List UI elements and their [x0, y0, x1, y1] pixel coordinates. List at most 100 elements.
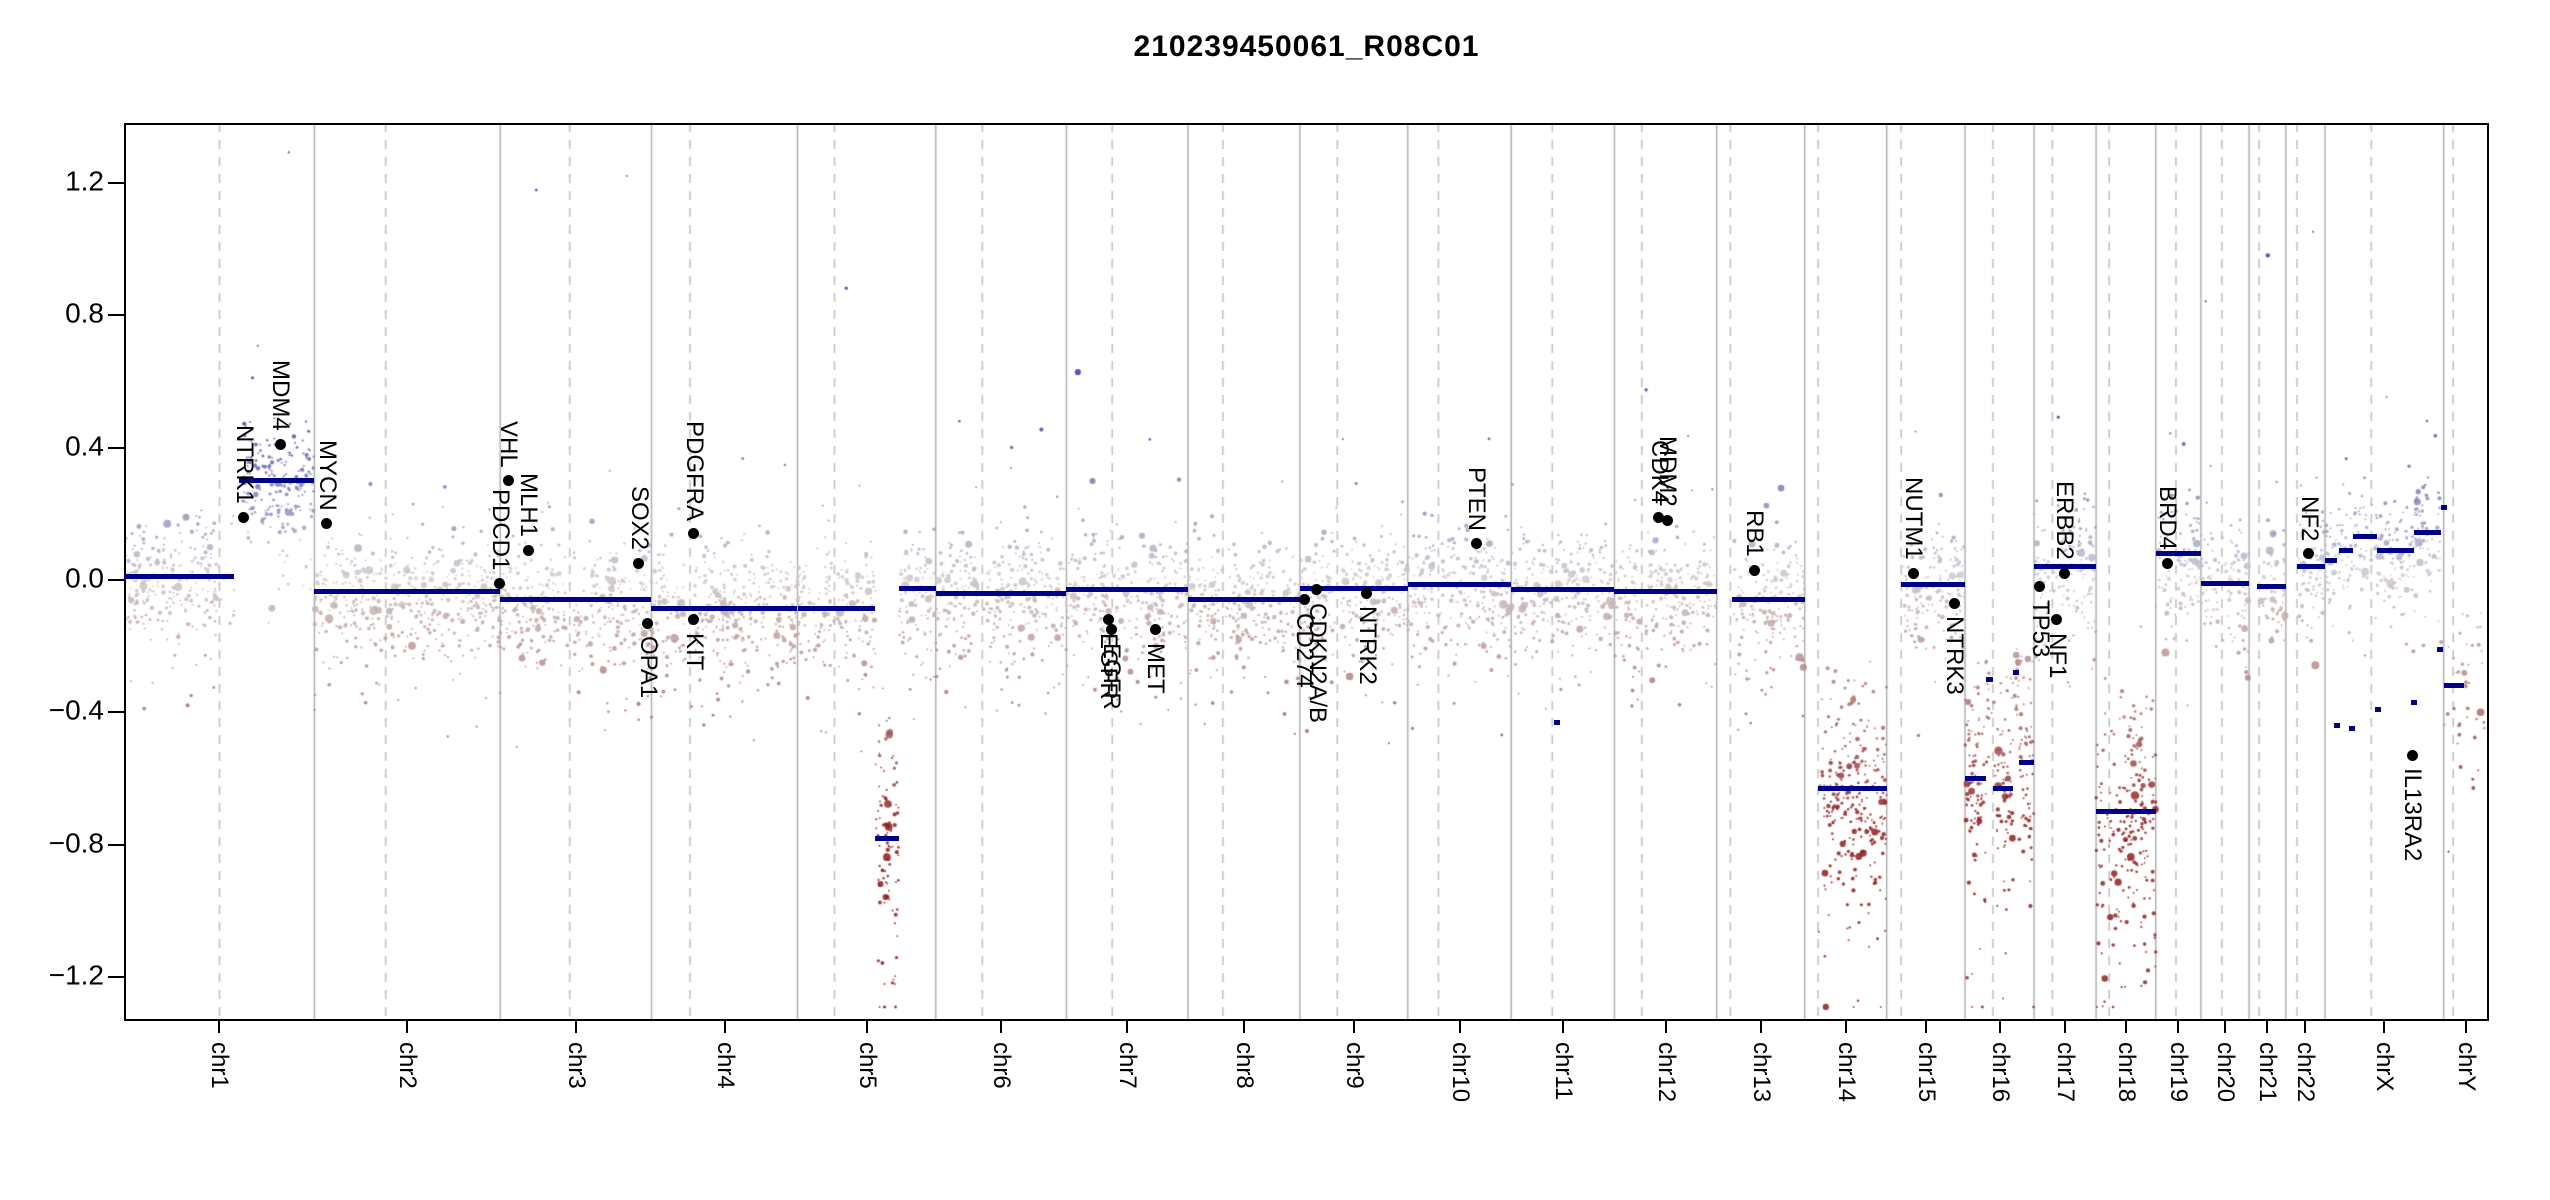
x-axis-tick — [1126, 1021, 1129, 1033]
gene-dot-NTRK2-15 — [1361, 587, 1373, 599]
gene-dot-PTEN-16 — [1470, 538, 1482, 550]
x-axis-tick — [1561, 1021, 1564, 1033]
gene-label-MLH1-5: MLH1 — [515, 473, 543, 538]
y-axis-tick — [108, 579, 124, 581]
x-axis-tick — [723, 1021, 726, 1033]
cnv-segment-chr18 — [2096, 809, 2156, 815]
x-tick-label-chr9: chr9 — [1340, 1042, 1368, 1089]
x-axis-tick — [574, 1021, 577, 1033]
x-axis-tick — [406, 1021, 409, 1033]
y-axis-tick — [108, 446, 124, 449]
x-axis-tick — [2223, 1021, 2226, 1033]
x-axis-tick — [2465, 1021, 2468, 1033]
gene-dot-MDM4-1 — [274, 438, 286, 450]
gene-label-BRD4-25: BRD4 — [2154, 486, 2182, 551]
cnv-segment-chr3 — [500, 597, 652, 603]
gene-dot-KIT-9 — [688, 614, 700, 626]
cnv-segment-chr14 — [1818, 786, 1887, 792]
x-tick-label-chr13: chr13 — [1747, 1042, 1775, 1103]
cnv-segment-chrX — [2414, 529, 2442, 535]
cnv-segment-chr11 — [1511, 587, 1615, 593]
gene-dot-NF1-23 — [2051, 614, 2062, 626]
x-tick-label-chr16: chr16 — [1986, 1042, 2014, 1103]
cnv-segment-chr13 — [1731, 597, 1805, 603]
x-tick-label-chr17: chr17 — [2052, 1042, 2080, 1103]
cnv-segment-chrY — [2443, 683, 2464, 689]
x-axis-tick — [2304, 1021, 2307, 1033]
cnv-segment-chr20 — [2200, 580, 2250, 586]
cnv-segment-chrX — [2325, 557, 2338, 563]
x-axis-tick — [1242, 1021, 1245, 1033]
cnv-segment-chr10 — [1407, 582, 1512, 588]
gene-label-PDGFRA-8: PDGFRA — [680, 420, 708, 521]
gene-dot-OPA1-7 — [642, 617, 654, 629]
gene-label-VHL-4: VHL — [495, 420, 522, 468]
gene-dot-NF2-26 — [2303, 548, 2315, 560]
gene-dot-BRD4-25 — [2161, 557, 2173, 569]
cnv-segment-chr16 — [2019, 759, 2034, 765]
cnv-segment-chr5 — [899, 585, 936, 591]
gene-label-KIT-9: KIT — [680, 632, 708, 671]
x-tick-label-chr2: chr2 — [394, 1042, 422, 1089]
gene-dot-TP53-22 — [2034, 581, 2046, 593]
x-tick-label-chr7: chr7 — [1114, 1042, 1142, 1089]
gene-label-NUTM1-20: NUTM1 — [1900, 477, 1928, 561]
x-tick-label-chr14: chr14 — [1832, 1042, 1860, 1103]
cnv-segment-chr16 — [1965, 776, 1986, 782]
gene-dot-EGFR-11 — [1105, 624, 1117, 636]
cnv-segment-chr4 — [651, 605, 798, 611]
y-tick-label: 0.0 — [65, 562, 104, 594]
x-axis-tick — [2383, 1021, 2386, 1033]
gene-label-NTRK1-0: NTRK1 — [230, 425, 258, 504]
gene-label-MDM4-1: MDM4 — [267, 360, 295, 431]
cnv-segment-chr22 — [2297, 564, 2325, 570]
x-tick-label-chr20: chr20 — [2211, 1042, 2239, 1103]
cnv-segment-chr16 — [1985, 676, 1994, 682]
x-axis-tick — [2266, 1021, 2269, 1033]
cnv-segment-chr17 — [2034, 564, 2097, 570]
x-tick-label-chr12: chr12 — [1652, 1042, 1680, 1103]
gene-dot-IL13RA2-27 — [2406, 749, 2418, 761]
gene-label-CDKN2AB-14: CDKN2A/B — [1303, 602, 1331, 723]
gene-dot-MYCN-2 — [321, 518, 333, 530]
gene-dot-SOX2-6 — [633, 557, 645, 569]
gene-dot-MDM2-18 — [1661, 514, 1673, 526]
cnv-segment-chrX — [2441, 504, 2448, 510]
x-axis-tick — [1998, 1021, 2001, 1033]
x-tick-label-chr22: chr22 — [2292, 1042, 2320, 1103]
gene-label-ERBB2-24: ERBB2 — [2051, 481, 2079, 561]
y-axis-tick — [108, 711, 124, 714]
cnv-segment-chrX — [2436, 647, 2443, 652]
gene-label-MYCN-2: MYCN — [313, 439, 341, 511]
x-tick-label-chrY: chrY — [2453, 1042, 2481, 1092]
y-axis-tick — [108, 181, 124, 184]
cnv-segment-chrX — [2375, 706, 2382, 712]
x-tick-label-chr15: chr15 — [1912, 1042, 1940, 1103]
cnv-segment-chr7 — [1066, 587, 1189, 593]
y-tick-label: −0.4 — [48, 695, 104, 727]
cnv-segment-chrX — [2353, 534, 2377, 540]
cnv-segment-chr8 — [1188, 597, 1300, 603]
x-axis-tick — [1000, 1021, 1003, 1033]
x-tick-label-chr1: chr1 — [206, 1042, 234, 1089]
y-axis-tick — [108, 314, 124, 317]
x-tick-label-chr18: chr18 — [2112, 1042, 2140, 1103]
gene-label-SOX2-6: SOX2 — [625, 486, 653, 551]
x-tick-label-chrX: chrX — [2371, 1042, 2399, 1092]
cnv-segment-chrX — [2348, 726, 2355, 732]
gene-dot-PDGFRA-8 — [688, 528, 700, 540]
cnv-segment-chr9 — [1299, 585, 1408, 591]
gene-dot-VHL-4 — [502, 475, 514, 487]
gene-label-NTRK3-21: NTRK3 — [1941, 616, 1969, 695]
y-axis-tick — [108, 843, 124, 846]
x-axis-tick — [1458, 1021, 1461, 1033]
x-axis-tick — [218, 1021, 221, 1033]
gene-dot-NTRK1-0 — [238, 511, 250, 523]
gene-dot-PDCD1-3 — [494, 577, 506, 589]
cnv-segment-chr5 — [875, 835, 900, 841]
gene-dot-NTRK3-21 — [1948, 597, 1960, 609]
y-tick-label: 1.2 — [65, 165, 104, 197]
gene-dot-ERBB2-24 — [2058, 567, 2070, 579]
x-axis-tick — [1924, 1021, 1927, 1033]
x-tick-label-chr19: chr19 — [2165, 1042, 2193, 1103]
